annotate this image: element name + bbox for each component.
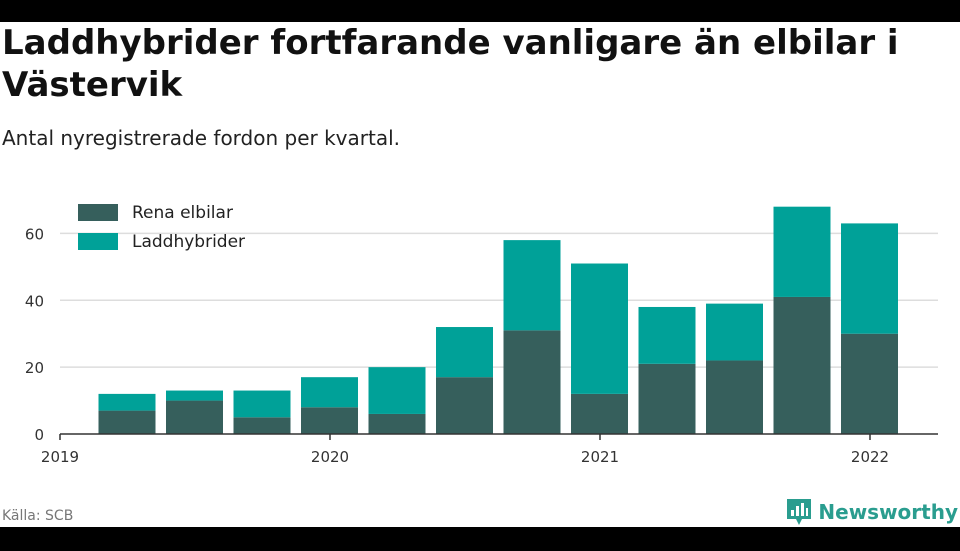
bar-laddhybrider [841, 223, 898, 334]
bar-laddhybrider [638, 306, 696, 364]
x-tick-label: 2020 [311, 448, 349, 466]
y-tick-label: 60 [25, 225, 44, 243]
newsworthy-brand: Newsworthy [786, 497, 958, 527]
source-note: Källa: SCB [2, 508, 74, 524]
bar-rena-elbilar [638, 363, 696, 434]
x-tick-label: 2019 [41, 448, 79, 466]
y-tick-label: 40 [25, 292, 44, 310]
legend-swatch-rena-elbilar [78, 204, 118, 221]
bar-laddhybrider [166, 390, 223, 401]
y-tick-label: 20 [25, 359, 44, 377]
bar-rena-elbilar [98, 410, 156, 434]
legend-label: Laddhybrider [132, 232, 245, 252]
legend-label: Rena elbilar [132, 203, 233, 223]
x-tick-label: 2021 [581, 448, 619, 466]
bar-laddhybrider [368, 367, 426, 414]
legend-swatch-laddhybrider [78, 233, 118, 250]
bottom-bar [0, 527, 960, 551]
bar-laddhybrider [233, 390, 291, 418]
bar-laddhybrider [436, 327, 493, 378]
bar-rena-elbilar [773, 296, 831, 434]
y-tick-label: 0 [34, 426, 44, 444]
chart-subtitle: Antal nyregistrerade fordon per kvartal. [2, 126, 401, 150]
bar-rena-elbilar [503, 330, 561, 434]
x-tick-label: 2022 [851, 448, 889, 466]
bar-laddhybrider [773, 206, 831, 297]
newsworthy-logo-icon [787, 499, 812, 525]
stacked-bar-chart: 0 20 40 60 2019 2020 2021 2022 Rena elbilar Laddh… [25, 203, 938, 466]
bar-rena-elbilar [368, 413, 426, 434]
chart-title: Laddhybrider fortfarande vanligare än el… [2, 23, 899, 105]
bar-laddhybrider [706, 303, 763, 361]
top-bar [0, 0, 960, 22]
bar-rena-elbilar [301, 407, 358, 434]
bar-laddhybrider [503, 240, 561, 331]
bar-rena-elbilar [571, 393, 628, 434]
bar-laddhybrider [301, 377, 358, 408]
bar-rena-elbilar [166, 400, 223, 434]
bar-rena-elbilar [706, 360, 763, 434]
bar-rena-elbilar [436, 377, 493, 434]
bar-laddhybrider [98, 393, 156, 411]
bar-rena-elbilar [841, 333, 898, 434]
bar-laddhybrider [571, 263, 628, 394]
bar-rena-elbilar [233, 417, 291, 434]
brand-name: Newsworthy [818, 500, 958, 524]
